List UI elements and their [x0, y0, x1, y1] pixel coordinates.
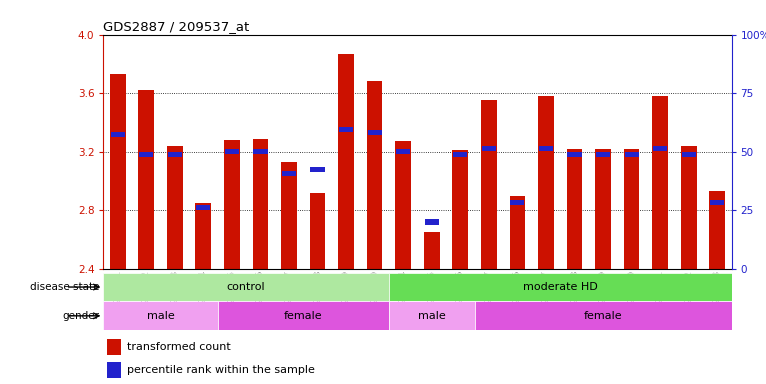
Bar	[196, 205, 211, 210]
Bar	[225, 149, 239, 154]
Bar	[481, 101, 496, 269]
Text: female: female	[284, 311, 322, 321]
Bar	[424, 232, 440, 269]
Bar	[110, 132, 125, 137]
Text: gender: gender	[63, 311, 100, 321]
Bar	[424, 219, 439, 225]
Bar	[103, 273, 389, 301]
Bar	[396, 149, 411, 154]
Bar	[596, 152, 610, 157]
Bar	[510, 200, 525, 205]
Text: male: male	[418, 311, 446, 321]
Bar	[453, 152, 467, 157]
Bar	[453, 150, 468, 269]
Bar	[389, 273, 732, 301]
Text: disease state: disease state	[30, 282, 100, 292]
Bar	[389, 301, 475, 330]
Bar	[281, 162, 297, 269]
Text: percentile rank within the sample: percentile rank within the sample	[127, 365, 315, 375]
Bar	[568, 152, 581, 157]
Bar	[367, 81, 382, 269]
Bar	[254, 149, 267, 154]
Bar	[709, 191, 725, 269]
Bar	[539, 146, 553, 151]
Bar	[538, 96, 554, 269]
Bar	[139, 152, 153, 157]
Bar	[595, 149, 611, 269]
Bar	[309, 193, 326, 269]
Bar	[482, 146, 496, 151]
Bar	[339, 54, 354, 269]
Bar	[653, 146, 667, 151]
Text: female: female	[584, 311, 622, 321]
Bar	[139, 90, 154, 269]
Bar	[103, 301, 218, 330]
Bar	[110, 74, 126, 269]
Bar	[195, 203, 211, 269]
Bar	[107, 339, 121, 355]
Bar	[710, 200, 725, 205]
Text: male: male	[146, 311, 175, 321]
Bar	[253, 139, 268, 269]
Bar	[624, 152, 639, 157]
Bar	[339, 127, 353, 132]
Bar	[310, 167, 325, 172]
Bar	[682, 152, 696, 157]
Bar	[282, 171, 296, 176]
Text: moderate HD: moderate HD	[523, 282, 597, 292]
Text: transformed count: transformed count	[127, 342, 231, 352]
Bar	[624, 149, 640, 269]
Text: control: control	[227, 282, 266, 292]
Bar	[167, 146, 182, 269]
Bar	[224, 140, 240, 269]
Bar	[681, 146, 696, 269]
Bar	[395, 141, 411, 269]
Text: GDS2887 / 209537_at: GDS2887 / 209537_at	[103, 20, 250, 33]
Bar	[107, 362, 121, 378]
Bar	[475, 301, 732, 330]
Bar	[509, 195, 525, 269]
Bar	[168, 152, 182, 157]
Bar	[653, 96, 668, 269]
Bar	[218, 301, 389, 330]
Bar	[368, 130, 381, 135]
Bar	[567, 149, 582, 269]
